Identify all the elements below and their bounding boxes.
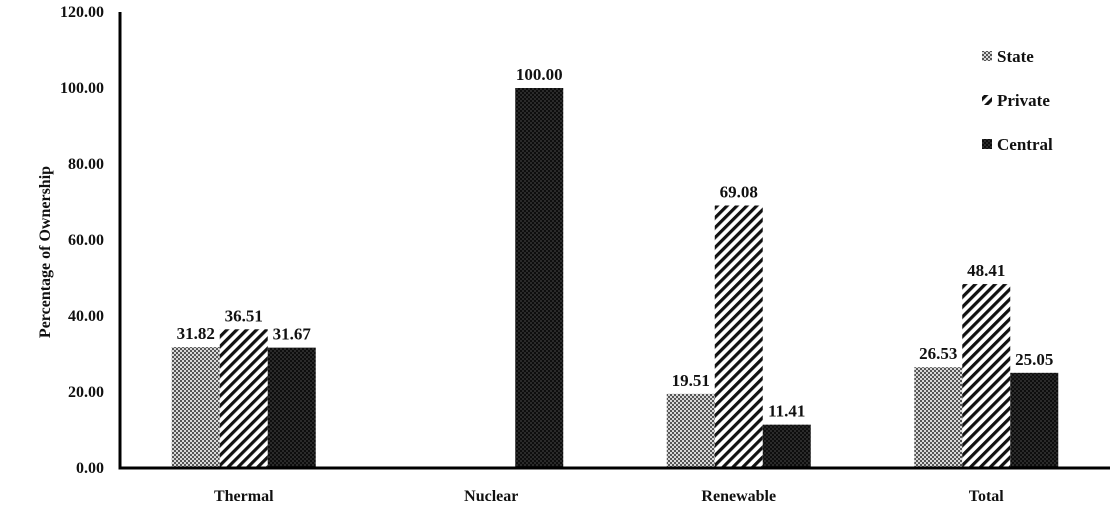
bar-state-renewable [666,393,715,468]
data-label: 31.82 [177,324,215,343]
y-tick-label: 20.00 [68,384,104,401]
bar-private-thermal [219,329,268,468]
y-axis-ticks: 0.00 20.00 40.00 60.00 80.00 100.00 120.00 [60,4,104,477]
x-axis-ticks: Thermal Nuclear Renewable Total [214,488,1004,505]
data-label: 11.41 [768,402,805,421]
y-tick-label: 0.00 [76,460,104,477]
bar-central-total [1010,372,1059,468]
bar-state-total [914,367,963,468]
data-label: 31.67 [273,325,312,344]
legend-label-state: State [997,47,1034,66]
y-tick-label: 60.00 [68,232,104,249]
legend-swatch-private [982,95,992,105]
y-axis-title-group: Percentage of Ownership [37,166,54,338]
legend-label-central: Central [997,135,1053,154]
legend-swatch-central [982,139,992,149]
data-label: 48.41 [967,261,1005,280]
y-tick-label: 40.00 [68,308,104,325]
data-label: 26.53 [919,344,957,363]
bar-private-total [962,284,1011,468]
legend-label-private: Private [997,91,1050,110]
x-tick-label: Thermal [214,488,274,505]
x-tick-label: Renewable [701,488,776,505]
data-label: 100.00 [516,65,563,84]
data-label: 36.51 [225,306,263,325]
x-tick-label: Total [969,488,1005,505]
bar-central-thermal [267,347,316,468]
data-label: 19.51 [672,371,710,390]
y-tick-label: 80.00 [68,156,104,173]
data-label: 69.08 [720,182,758,201]
y-tick-label: 120.00 [60,4,104,21]
bar-state-thermal [171,347,220,468]
legend: State Private Central [982,47,1053,154]
y-axis-title: Percentage of Ownership [37,166,54,338]
bar-central-renewable [762,424,811,468]
y-tick-label: 100.00 [60,80,104,97]
data-label: 25.05 [1015,350,1053,369]
data-labels: 31.82 36.51 31.67 100.00 19.51 69.08 11.41 26.5… [177,65,1054,421]
legend-swatch-state [982,51,992,61]
bar-private-renewable [714,205,763,468]
axes [118,12,1110,470]
x-tick-label: Nuclear [464,488,518,505]
bars [171,88,1059,468]
bar-central-nuclear [515,88,564,468]
